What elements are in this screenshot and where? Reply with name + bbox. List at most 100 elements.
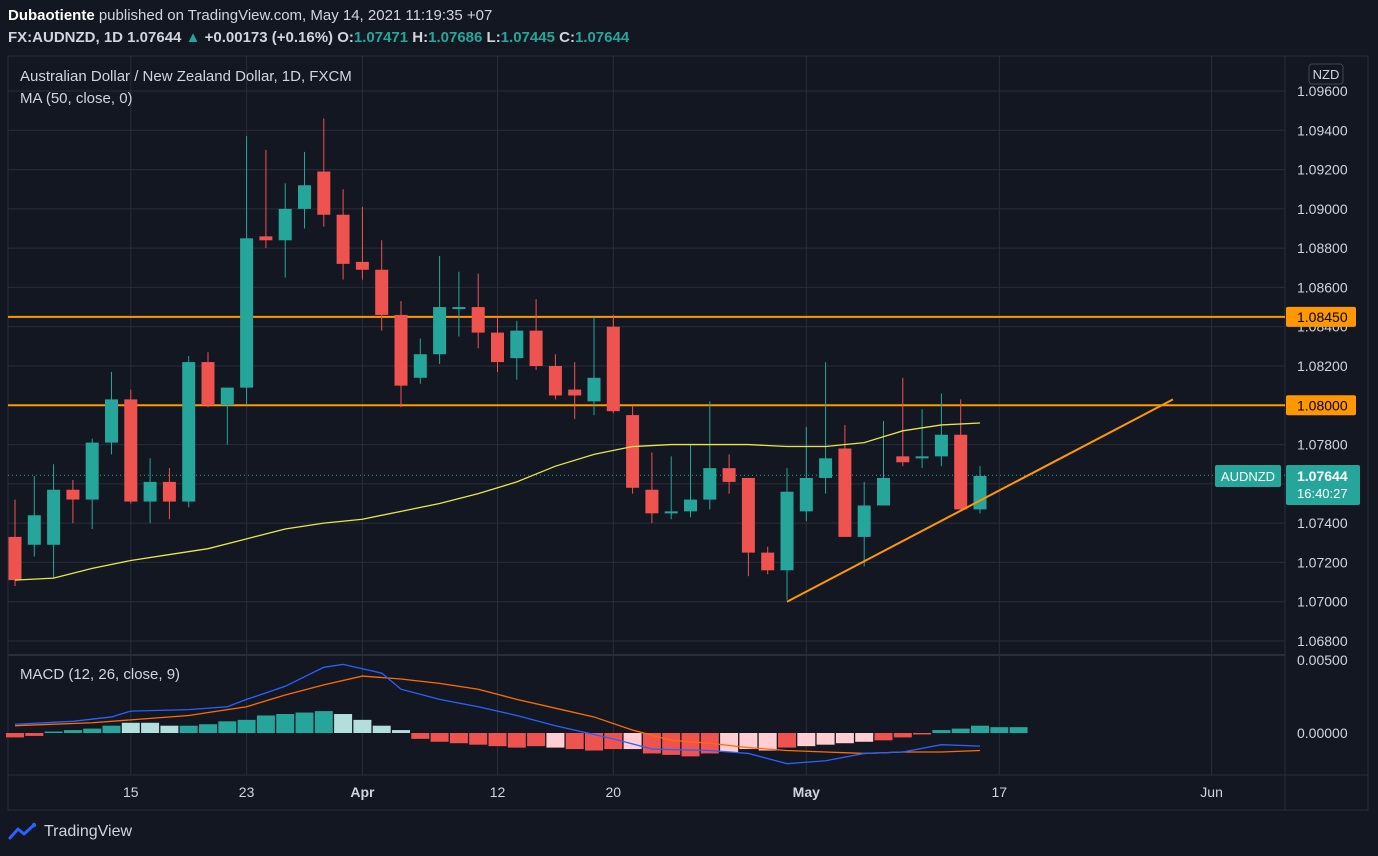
macd-tick-label: 0.00500 [1297,652,1348,668]
candle-down [645,489,659,514]
macd-hist-bar [739,733,758,750]
level-price-tag [1286,306,1356,327]
candles [8,118,987,600]
time-tick-label: 20 [606,784,622,800]
trend-line[interactable] [786,398,1174,603]
macd-hist-bar [758,733,777,751]
price-tick-label: 1.08600 [1297,279,1348,295]
macd-hist-bar [83,728,102,733]
ma-50-line[interactable] [14,422,981,581]
candle-down [568,389,582,396]
macd-hist-bar [951,728,970,733]
author-name[interactable]: Dubaotiente [8,7,95,24]
candle-up [819,458,833,478]
candle-up [105,399,118,443]
macd-hist-bar [488,733,507,747]
macd-hist-bar [256,715,275,733]
time-tick-label: 15 [123,784,139,800]
time-tick-label: 17 [992,784,1008,800]
macd-hist-bar [449,733,468,744]
candle-up [413,354,427,378]
time-tick-label: 12 [490,784,506,800]
macd-hist-bar [6,733,24,738]
time-axis[interactable]: 15 23 Apr 12 20 May 17 Jun [123,784,1223,800]
open-label: O: [337,29,354,46]
macd-hist-bar [295,712,314,733]
candle-up [973,476,987,510]
macd-hist-bar [797,733,816,747]
macd-hist-bar [662,733,681,755]
candle-down [606,326,620,412]
candle-up [85,442,99,500]
macd-hist-bar [720,733,739,752]
horizontal-levels [8,315,1285,407]
ma-legend[interactable]: MA (50, close, 0) [20,90,133,107]
candle-up [298,185,311,209]
macd-pane [6,663,1028,765]
candle-down [66,489,80,500]
candle-up [799,477,813,512]
level-price-tag-text: 1.08450 [1297,309,1348,325]
candle-up [780,491,794,571]
price-tick-label: 1.07800 [1297,437,1348,453]
macd-hist-bar [314,711,333,733]
close-value: 1.07644 [574,29,630,46]
currency-badge[interactable] [1308,63,1344,85]
macd-hist-bar [372,725,391,733]
macd-signal-line[interactable] [14,675,981,755]
published-text: published on TradingView.com, May 14, 20… [98,7,493,24]
low-value: 1.07445 [500,29,555,46]
macd-hist-bar [990,727,1009,733]
level-price-tag-text: 1.08000 [1297,397,1348,413]
candle-down [741,477,755,553]
macd-hist-bar [102,725,121,733]
macd-legend[interactable]: MACD (12, 26, close, 9) [20,666,180,683]
candle-up [278,208,292,241]
publish-info: Dubaotiente published on TradingView.com… [8,7,492,24]
macd-hist-bar [546,733,565,748]
candle-down [954,434,968,510]
macd-line[interactable] [14,663,981,765]
macd-hist-bar [835,733,854,744]
candle-up [47,489,61,545]
candle-down [355,261,369,270]
macd-hist-bar [623,733,642,750]
candle-up [703,468,717,500]
candle-up [684,499,697,512]
macd-hist-bar [160,725,179,733]
price-axis[interactable]: 1.09600 1.09400 1.09200 1.09000 1.08800 1.086… [1286,83,1356,741]
macd-hist-bar [1009,727,1028,733]
macd-hist-bar [971,725,989,733]
macd-hist-bar [681,733,700,757]
chart-frame [7,55,1369,811]
macd-hist-bar [179,725,198,733]
brand-footer[interactable]: TradingView [8,822,132,842]
time-tick-label: Apr [350,784,375,800]
macd-hist-bar [642,733,661,754]
macd-tick-label: 0.00000 [1297,725,1348,741]
last-price-tag [1286,465,1360,505]
macd-hist-bar [932,730,951,733]
last-price-tag-value: 1.07644 [1297,468,1348,484]
candle-up [27,515,41,545]
high-label: H: [412,29,429,46]
open-value: 1.07471 [353,29,409,46]
low-label: L: [486,29,501,46]
candle-up [934,434,948,457]
candle-down [201,362,215,406]
macd-hist-bar [913,733,932,735]
macd-hist-bar [334,714,353,733]
candle-up [664,511,678,514]
macd-hist-bar [855,733,874,742]
candle-down [394,314,408,386]
macd-hist-bar [816,733,835,745]
price-tick-label: 1.07200 [1297,554,1348,570]
change-arrow-icon: ▲ [185,29,201,46]
candle-down [8,536,22,581]
brand-name: TradingView [44,823,133,840]
time-tick-label: 23 [239,784,255,800]
price-tick-label: 1.09600 [1297,83,1348,99]
macd-hist-bar [585,733,603,751]
price-tick-label: 1.06800 [1297,633,1348,649]
